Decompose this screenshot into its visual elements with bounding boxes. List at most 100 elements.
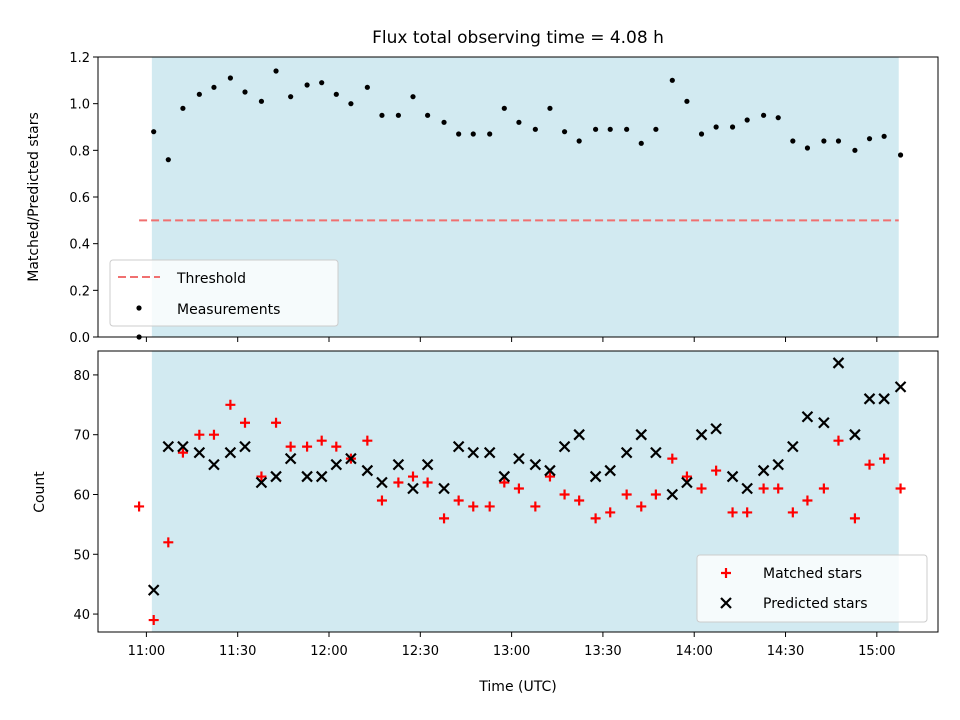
- count-predicted-point-0: [147, 584, 160, 596]
- ratio-measurement-point-47: [852, 147, 858, 153]
- count-predicted-point-26: [544, 464, 556, 477]
- count-predicted-point-36: [695, 428, 708, 441]
- count-predicted-point-37: [710, 422, 722, 435]
- count-matched-point-42: [773, 483, 784, 494]
- count-predicted-point-45: [832, 357, 845, 369]
- predicted-legend-swatch: [720, 597, 732, 609]
- count-predicted-point-22: [483, 446, 496, 459]
- ratio-measurement-point-31: [607, 126, 613, 132]
- count-y-tick-label: 70: [73, 429, 90, 444]
- count-matched-point-26: [530, 501, 541, 512]
- count-axes-frame: [97, 350, 939, 633]
- ratio-measurement-point-26: [532, 126, 538, 132]
- ratio-measurement-point-40: [744, 117, 750, 123]
- count-predicted-point-19: [438, 482, 450, 495]
- count-predicted-point-24: [513, 452, 525, 465]
- count-matched-point-1: [148, 615, 159, 626]
- count-predicted-point-39: [741, 482, 753, 495]
- x-axis-label: Time (UTC): [478, 679, 556, 695]
- threshold-legend-label: Threshold: [176, 271, 246, 287]
- count-matched-point-22: [468, 501, 479, 512]
- count-predicted-point-17: [407, 482, 419, 495]
- ratio-measurement-point-22: [470, 131, 476, 137]
- count-matched-point-41: [758, 483, 769, 494]
- count-predicted-point-23: [498, 470, 511, 483]
- ratio-measurement-point-2: [165, 157, 171, 163]
- count-predicted-point-49: [894, 381, 907, 393]
- count-predicted-point-33: [650, 446, 662, 459]
- ratio-measurement-point-34: [653, 126, 659, 132]
- ratio-measurement-point-49: [881, 133, 887, 139]
- count-matched-point-12: [316, 435, 327, 446]
- count-matched-point-19: [422, 477, 433, 488]
- count-matched-point-40: [742, 507, 753, 518]
- ratio-measurement-point-9: [273, 68, 279, 74]
- count-predicted-point-21: [467, 446, 480, 459]
- count-predicted-point-46: [849, 428, 861, 441]
- ratio-measurement-point-30: [593, 126, 599, 132]
- count-predicted-point-2: [177, 440, 189, 453]
- count-matched-point-45: [818, 483, 829, 494]
- count-predicted-point-28: [573, 428, 585, 441]
- count-predicted-point-13: [345, 452, 357, 465]
- ratio-y-tick-label: 0.6: [69, 191, 90, 206]
- ratio-measurement-point-1: [151, 129, 157, 135]
- count-predicted-point-3: [193, 446, 206, 459]
- ratio-measurement-point-38: [713, 124, 719, 130]
- ratio-measurement-point-50: [897, 152, 904, 158]
- ratio-measurement-point-25: [516, 119, 522, 125]
- count-matched-point-29: [574, 495, 585, 506]
- count-matched-point-15: [362, 435, 373, 446]
- count-predicted-point-38: [726, 470, 739, 483]
- ratio-y-tick-label: 0.2: [69, 284, 90, 299]
- y-axis-label-count: Count: [32, 471, 48, 513]
- count-x-tick-label: 13:00: [493, 644, 530, 659]
- count-predicted-point-16: [392, 458, 405, 471]
- ratio-measurement-point-36: [684, 98, 690, 104]
- count-matched-point-30: [590, 513, 601, 524]
- count-legend: Matched stars Predicted stars: [696, 554, 928, 623]
- ratio-measurement-point-6: [227, 75, 233, 81]
- ratio-measurement-point-35: [669, 77, 675, 83]
- count-matched-point-46: [833, 435, 844, 446]
- count-matched-point-10: [285, 441, 296, 452]
- count-predicted-point-8: [270, 470, 282, 483]
- ratio-measurement-point-48: [866, 136, 873, 142]
- count-x-tick-label: 14:30: [767, 644, 804, 659]
- count-predicted-point-41: [772, 458, 784, 471]
- count-matched-point-0: [134, 501, 145, 512]
- count-matched-point-48: [864, 459, 875, 470]
- count-x-tick-label: 15:00: [858, 644, 895, 659]
- count-matched-point-13: [331, 441, 342, 452]
- count-matched-point-9: [271, 417, 282, 428]
- count-x-tick-label: 11:00: [128, 644, 165, 659]
- count-predicted-point-30: [604, 464, 616, 477]
- count-matched-point-6: [225, 399, 236, 410]
- count-predicted-point-12: [330, 458, 343, 471]
- count-matched-point-24: [499, 477, 510, 488]
- ratio-measurement-point-14: [348, 101, 354, 107]
- ratio-measurement-point-16: [379, 112, 385, 118]
- count-legend-box: [696, 554, 928, 623]
- count-matched-point-36: [681, 471, 692, 482]
- ratio-measurement-point-13: [333, 91, 339, 97]
- count-predicted-point-14: [361, 464, 374, 477]
- ratio-measurement-point-37: [698, 131, 705, 137]
- ratio-measurement-point-15: [364, 84, 370, 90]
- count-matched-point-2: [163, 537, 174, 548]
- count-predicted-point-5: [224, 446, 237, 459]
- count-matched-point-35: [667, 453, 678, 464]
- count-panel: 40 50 60 70 80 11:00 11:30 12:00 12:30 13:00 13:30…: [73, 350, 939, 659]
- count-matched-point-33: [636, 501, 647, 512]
- count-matched-point-28: [559, 489, 570, 500]
- count-x-tick-label: 12:30: [402, 644, 439, 659]
- count-predicted-point-25: [529, 458, 542, 471]
- count-predicted-point-4: [208, 458, 220, 471]
- ratio-measurement-point-41: [761, 112, 767, 118]
- count-matched-point-39: [727, 507, 738, 518]
- chart-title: Flux total observing time = 4.08 h: [372, 28, 664, 48]
- count-predicted-point-10: [301, 470, 313, 483]
- count-matched-point-47: [849, 513, 860, 524]
- count-predicted-point-15: [376, 476, 388, 489]
